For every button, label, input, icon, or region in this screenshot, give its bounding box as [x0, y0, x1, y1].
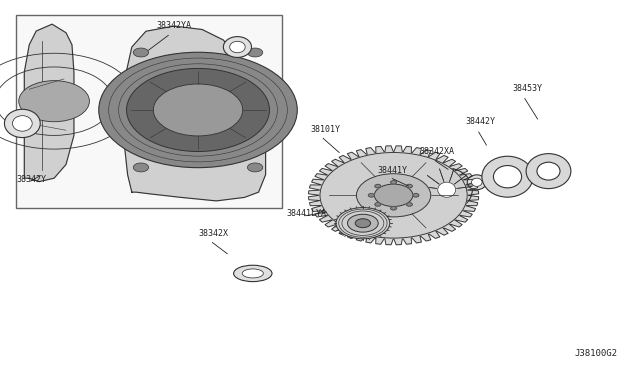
Text: 38101Y: 38101Y	[310, 125, 340, 134]
Ellipse shape	[482, 156, 533, 197]
Circle shape	[375, 185, 381, 188]
Circle shape	[348, 214, 378, 232]
Text: J38100G2: J38100G2	[575, 349, 618, 358]
Text: 38342Y: 38342Y	[17, 175, 47, 184]
Circle shape	[356, 174, 431, 217]
Circle shape	[374, 184, 413, 206]
Circle shape	[127, 68, 269, 151]
Ellipse shape	[4, 109, 40, 138]
Ellipse shape	[438, 182, 456, 197]
Ellipse shape	[421, 168, 472, 211]
Ellipse shape	[472, 178, 482, 186]
Ellipse shape	[467, 175, 486, 190]
Circle shape	[406, 203, 412, 206]
Ellipse shape	[230, 41, 245, 53]
Ellipse shape	[234, 265, 272, 282]
Ellipse shape	[12, 116, 32, 131]
Circle shape	[413, 193, 419, 197]
Polygon shape	[308, 146, 479, 245]
Polygon shape	[125, 26, 266, 201]
Text: 38441Y: 38441Y	[378, 166, 408, 175]
Circle shape	[369, 193, 374, 197]
Ellipse shape	[493, 166, 522, 188]
Ellipse shape	[430, 176, 463, 204]
Circle shape	[355, 219, 371, 228]
Ellipse shape	[223, 36, 252, 57]
Polygon shape	[24, 24, 74, 182]
Circle shape	[248, 48, 263, 57]
Text: 38342XA: 38342XA	[419, 147, 454, 156]
Text: 38453Y: 38453Y	[512, 84, 542, 93]
Text: 38442Y: 38442Y	[465, 118, 495, 126]
Ellipse shape	[243, 269, 264, 278]
Ellipse shape	[537, 162, 560, 180]
Circle shape	[133, 48, 148, 57]
Circle shape	[133, 163, 148, 172]
Circle shape	[154, 84, 243, 136]
Text: 38342X: 38342X	[198, 229, 228, 238]
Circle shape	[390, 206, 397, 210]
Circle shape	[375, 203, 381, 206]
Circle shape	[406, 185, 412, 188]
Circle shape	[336, 208, 390, 239]
Bar	[16, 15, 282, 208]
Text: 38342YA: 38342YA	[157, 21, 192, 30]
Circle shape	[99, 52, 298, 168]
Text: 38441LYA: 38441LYA	[287, 209, 327, 218]
Circle shape	[390, 181, 397, 184]
Circle shape	[320, 153, 467, 238]
Circle shape	[248, 163, 263, 172]
Ellipse shape	[526, 154, 571, 189]
Circle shape	[19, 81, 90, 122]
